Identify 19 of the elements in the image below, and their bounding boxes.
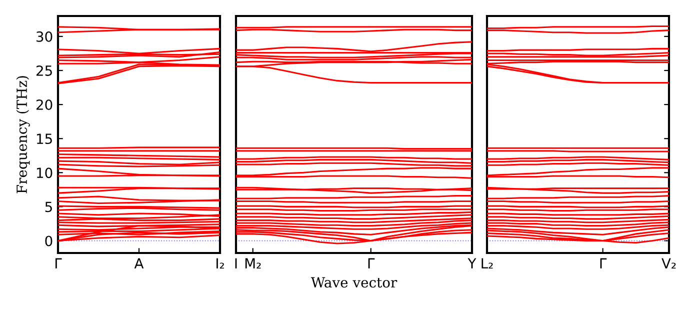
x-tick-label: I₂ [216,258,224,268]
y-tick-label: 15 [36,134,52,144]
x-axis-title: Wave vector [310,277,398,288]
y-axis-title: Frequency (THz) [16,76,30,194]
y-tick-label: 20 [36,100,52,110]
y-tick-label: 25 [36,65,52,76]
x-tick-label: V₂ [662,258,676,268]
x-tick-label: Γ [55,258,62,268]
x-tick-label: A [134,258,144,268]
x-tick-label: L₂ [482,258,493,268]
y-tick-label: 5 [45,202,52,212]
y-tick-label: 0 [45,236,52,246]
x-tick-label: Γ [368,258,375,268]
y-tick-label: 30 [36,31,52,42]
x-tick-label: M₂ [245,258,261,268]
x-tick-label: I [235,258,237,268]
y-tick-label: 10 [36,168,52,178]
x-tick-label: Y [468,258,476,268]
x-tick-label: Γ [600,258,607,268]
